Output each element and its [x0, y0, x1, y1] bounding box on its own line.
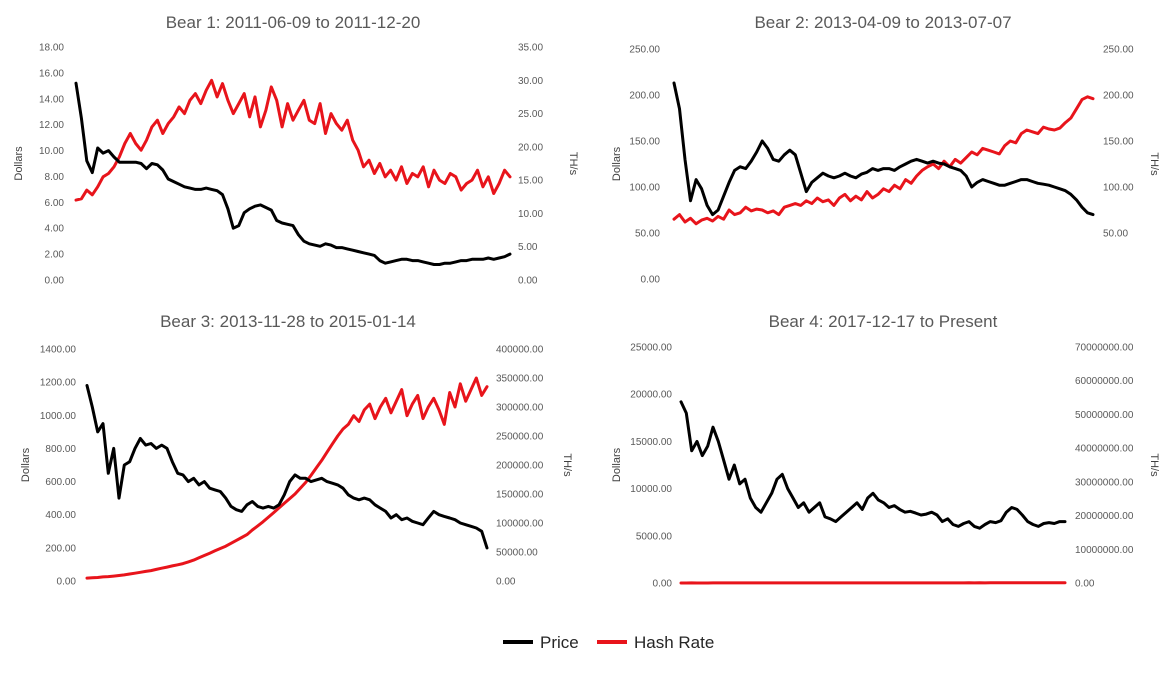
- left-axis-tick-label: 600.00: [45, 477, 76, 488]
- y2-axis-label: TH/s: [1148, 453, 1160, 477]
- right-axis-tick-label: 30000000.00: [1075, 477, 1134, 488]
- right-axis-tick-label: 150.00: [1103, 137, 1134, 148]
- right-axis-tick-label: 50000000.00: [1075, 410, 1134, 421]
- right-axis-tick-label: 35.00: [518, 43, 543, 54]
- right-axis-tick-label: 350000.00: [496, 374, 544, 385]
- right-axis-tick-label: 70000000.00: [1075, 343, 1134, 354]
- right-axis-tick-label: 400000.00: [496, 345, 544, 356]
- left-axis-tick-label: 800.00: [45, 444, 76, 455]
- left-axis-tick-label: 0.00: [57, 577, 77, 588]
- right-axis-tick-label: 40000000.00: [1075, 444, 1134, 455]
- y-axis-label: Dollars: [611, 146, 623, 181]
- right-axis-tick-label: 200000.00: [496, 461, 544, 472]
- right-axis-tick-label: 150000.00: [496, 490, 544, 501]
- chart-panel-1: Bear 1: 2011-06-09 to 2011-12-20 0.00 2.00…: [13, 13, 579, 287]
- y-axis-label: Dollars: [20, 447, 32, 482]
- left-axis-tick-label: 200.00: [45, 543, 76, 554]
- left-axis-tick-label: 1200.00: [40, 378, 77, 389]
- left-axis-tick-label: 50.00: [635, 229, 660, 240]
- right-axis-tick-label: 60000000.00: [1075, 376, 1134, 387]
- right-axis-tick-label: 15.00: [518, 176, 543, 187]
- chart-title: Bear 1: 2011-06-09 to 2011-12-20: [166, 13, 421, 32]
- legend: Price Hash Rate: [503, 633, 714, 652]
- right-axis-tick-label: 50.00: [1103, 229, 1128, 240]
- price-series-line: [672, 81, 1095, 217]
- right-axis-tick-label: 5.00: [518, 242, 538, 253]
- left-axis-tick-label: 4.00: [45, 224, 65, 235]
- left-axis-tick-label: 400.00: [45, 510, 76, 521]
- left-axis-tick-label: 0.00: [45, 276, 65, 287]
- right-axis-tick-label: 100.00: [1103, 183, 1134, 194]
- right-axis-tick-label: 10.00: [518, 209, 543, 220]
- right-axis-tick-label: 20.00: [518, 142, 543, 153]
- left-axis-tick-label: 5000.00: [636, 531, 673, 542]
- left-axis-tick-label: 2.00: [45, 250, 65, 261]
- left-axis-tick-label: 1000.00: [40, 411, 77, 422]
- right-axis-tick-label: 50000.00: [496, 548, 538, 559]
- chart-panel-4: Bear 4: 2017-12-17 to Present 0.00 5000.00…: [611, 312, 1160, 590]
- right-axis-tick-label: 30.00: [518, 76, 543, 87]
- chart-title: Bear 2: 2013-04-09 to 2013-07-07: [754, 13, 1011, 32]
- hash-rate-series-line: [85, 376, 489, 580]
- y2-axis-label: TH/s: [567, 152, 579, 176]
- chart-title: Bear 4: 2017-12-17 to Present: [769, 312, 998, 331]
- chart-panel-2: Bear 2: 2013-04-09 to 2013-07-07 0.00 50.0…: [611, 13, 1160, 286]
- y2-axis-label: TH/s: [561, 453, 573, 477]
- hash-rate-series-line: [74, 78, 512, 202]
- price-series-line: [679, 400, 1067, 530]
- right-axis-tick-label: 100000.00: [496, 519, 544, 530]
- right-axis-tick-label: 0.00: [1075, 579, 1095, 590]
- left-axis-tick-label: 25000.00: [630, 343, 672, 354]
- left-axis-tick-label: 6.00: [45, 198, 65, 209]
- right-axis-tick-label: 0.00: [518, 276, 538, 287]
- right-axis-tick-label: 25.00: [518, 109, 543, 120]
- right-axis-tick-label: 0.00: [496, 577, 516, 588]
- right-axis-tick-label: 10000000.00: [1075, 545, 1134, 556]
- left-axis-tick-label: 10000.00: [630, 484, 672, 495]
- left-axis-tick-label: 8.00: [45, 172, 65, 183]
- chart-panel-3: Bear 3: 2013-11-28 to 2015-01-14 0.00 200.…: [20, 312, 573, 588]
- left-axis-tick-label: 1400.00: [40, 345, 77, 356]
- right-axis-tick-label: 300000.00: [496, 403, 544, 414]
- y-axis-label: Dollars: [13, 146, 25, 181]
- left-axis-tick-label: 15000.00: [630, 437, 672, 448]
- left-axis-tick-label: 0.00: [641, 275, 661, 286]
- right-axis-tick-label: 250.00: [1103, 45, 1134, 56]
- legend-label: Hash Rate: [634, 633, 714, 652]
- price-series-line: [85, 384, 489, 550]
- right-axis-tick-label: 250000.00: [496, 432, 544, 443]
- left-axis-tick-label: 150.00: [629, 137, 660, 148]
- left-axis-tick-label: 12.00: [39, 120, 64, 131]
- right-axis-tick-label: 20000000.00: [1075, 511, 1134, 522]
- left-axis-tick-label: 10.00: [39, 146, 64, 157]
- left-axis-tick-label: 200.00: [629, 91, 660, 102]
- left-axis-tick-label: 0.00: [653, 579, 673, 590]
- left-axis-tick-label: 16.00: [39, 68, 64, 79]
- left-axis-tick-label: 100.00: [629, 183, 660, 194]
- chart-title: Bear 3: 2013-11-28 to 2015-01-14: [160, 312, 416, 331]
- left-axis-tick-label: 14.00: [39, 94, 64, 105]
- hash-rate-series-line: [672, 95, 1095, 226]
- left-axis-tick-label: 250.00: [629, 45, 660, 56]
- legend-label: Price: [540, 633, 579, 652]
- price-series-line: [74, 81, 512, 266]
- left-axis-tick-label: 18.00: [39, 43, 64, 54]
- right-axis-tick-label: 200.00: [1103, 91, 1134, 102]
- left-axis-tick-label: 20000.00: [630, 390, 672, 401]
- y2-axis-label: TH/s: [1148, 152, 1160, 176]
- y-axis-label: Dollars: [611, 447, 623, 482]
